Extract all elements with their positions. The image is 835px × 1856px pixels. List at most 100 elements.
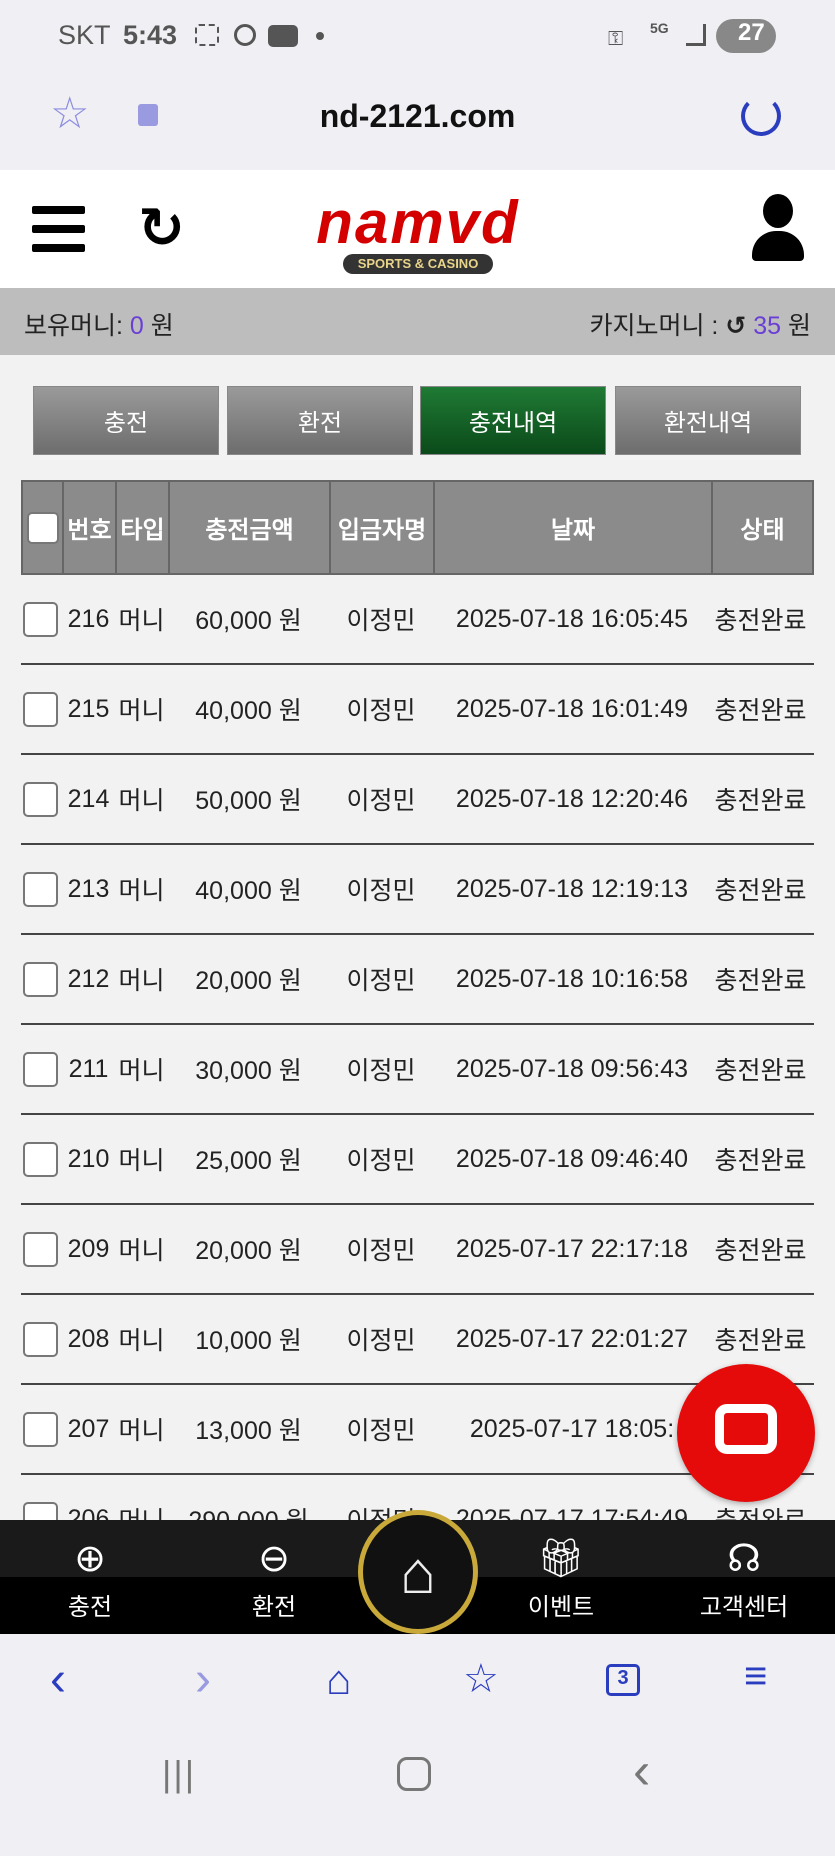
row-amount: 20,000 원 bbox=[195, 967, 302, 995]
back-system-icon[interactable]: ‹ bbox=[633, 1742, 651, 1800]
row-select-cell bbox=[23, 935, 63, 1023]
row-select-cell bbox=[23, 665, 63, 753]
dot-icon bbox=[316, 32, 324, 40]
url-text[interactable]: nd-2121.com bbox=[319, 98, 516, 134]
row-date: 2025-07-18 16:05:45 bbox=[455, 604, 689, 633]
row-no: 207 bbox=[67, 1414, 110, 1443]
row-date: 2025-07-18 12:20:46 bbox=[455, 784, 689, 813]
status-bar: SKT 5:43 ⚿ 5G 27 bbox=[0, 0, 835, 70]
select-all-checkbox[interactable] bbox=[26, 511, 59, 544]
row-date: 2025-07-17 17:54:49 bbox=[455, 1504, 689, 1521]
row-type: 머니 bbox=[118, 787, 165, 815]
row-checkbox[interactable] bbox=[23, 781, 58, 817]
row-depositor: 이정민 bbox=[346, 967, 416, 995]
casino-balance: 카지노머니 : ↺ 35 원 bbox=[589, 306, 811, 342]
nav-event[interactable]: 🎁︎ 이벤트 bbox=[491, 1520, 631, 1634]
header-date: 날짜 bbox=[435, 482, 713, 573]
bookmark-star-icon[interactable]: ☆ bbox=[50, 89, 90, 138]
row-depositor: 이정민 bbox=[346, 1327, 416, 1355]
tab-charge[interactable]: 충전 bbox=[33, 386, 219, 455]
row-checkbox[interactable] bbox=[23, 1321, 58, 1357]
row-amount: 20,000 원 bbox=[195, 1237, 302, 1265]
forward-icon[interactable]: › bbox=[195, 1653, 211, 1706]
row-checkbox[interactable] bbox=[23, 961, 58, 997]
row-checkbox[interactable] bbox=[23, 1141, 58, 1177]
table-header: 번호 타입 충전금액 입금자명 날짜 상태 bbox=[21, 480, 814, 575]
user-profile-icon[interactable] bbox=[752, 194, 804, 264]
alarm-icon bbox=[234, 24, 256, 46]
row-amount: 40,000 원 bbox=[195, 697, 302, 725]
row-amount: 13,000 원 bbox=[195, 1417, 302, 1445]
row-status: 충전완료 bbox=[711, 1475, 810, 1520]
row-status: 충전완료 bbox=[714, 1147, 807, 1175]
casino-refresh-icon[interactable]: ↺ bbox=[725, 312, 747, 340]
home-browser-icon[interactable]: ⌂ bbox=[326, 1656, 352, 1703]
row-checkbox[interactable] bbox=[23, 1051, 58, 1087]
battery-indicator: 27 bbox=[716, 19, 776, 53]
tab-exchange[interactable]: 환전 bbox=[227, 386, 413, 455]
row-type: 머니 bbox=[118, 1057, 165, 1085]
row-checkbox[interactable] bbox=[23, 1411, 58, 1447]
casino-unit: 원 bbox=[787, 312, 811, 340]
nav-exchange[interactable]: ⊖ 환전 bbox=[204, 1520, 344, 1634]
reload-icon[interactable] bbox=[741, 96, 781, 136]
row-checkbox[interactable] bbox=[23, 1231, 58, 1267]
header-type: 타입 bbox=[117, 482, 170, 573]
table-row: 210 머니 25,000 원 이정민 2025-07-18 09:46:40 충전완료 bbox=[21, 1115, 814, 1205]
back-icon[interactable]: ‹ bbox=[50, 1653, 66, 1706]
row-date: 2025-07-17 22:01:27 bbox=[455, 1324, 689, 1353]
row-status: 충전완료 bbox=[714, 1057, 807, 1085]
recents-icon[interactable]: ||| bbox=[162, 1753, 197, 1794]
live-chat-button[interactable] bbox=[677, 1364, 815, 1502]
piggy-minus-icon: ⊖ bbox=[258, 1538, 290, 1580]
row-amount: 30,000 원 bbox=[195, 1057, 302, 1085]
row-select-cell bbox=[23, 1115, 63, 1203]
row-select-cell bbox=[23, 1025, 63, 1113]
home-system-icon[interactable] bbox=[397, 1757, 431, 1791]
row-date: 2025-07-18 09:46:40 bbox=[455, 1144, 689, 1173]
nav-event-label: 이벤트 bbox=[527, 1594, 595, 1621]
row-status: 충전완료 bbox=[714, 697, 807, 725]
table-row: 215 머니 40,000 원 이정민 2025-07-18 16:01:49 충전완료 bbox=[21, 665, 814, 755]
casino-value: 35 bbox=[753, 312, 782, 340]
row-date: 2025-07-17 18:05: bbox=[469, 1414, 675, 1443]
nav-home[interactable]: ⌂ bbox=[358, 1510, 478, 1634]
row-amount: 40,000 원 bbox=[195, 877, 302, 905]
row-no: 209 bbox=[67, 1234, 110, 1263]
tabs-button[interactable]: 3 bbox=[606, 1664, 640, 1696]
row-no: 214 bbox=[67, 784, 110, 813]
money-value: 0 bbox=[129, 312, 144, 340]
row-type: 머니 bbox=[115, 1475, 168, 1520]
bookmarks-icon[interactable]: ☆ bbox=[463, 1657, 499, 1701]
row-status: 충전완료 bbox=[714, 1327, 807, 1355]
menu-browser-icon[interactable]: ≡ bbox=[744, 1654, 768, 1698]
row-select-cell bbox=[23, 845, 63, 933]
logo-subtitle: SPORTS & CASINO bbox=[343, 254, 493, 274]
refresh-icon[interactable]: ↻ bbox=[138, 196, 185, 259]
row-status: 충전완료 bbox=[714, 877, 807, 905]
lock-icon bbox=[138, 104, 158, 126]
tab-charge-history[interactable]: 충전내역 bbox=[420, 386, 606, 455]
row-checkbox[interactable] bbox=[23, 601, 58, 637]
row-checkbox[interactable] bbox=[23, 871, 58, 907]
nav-support[interactable]: ☊ 고객센터 bbox=[674, 1520, 814, 1634]
site-header: ↻ namvd SPORTS & CASINO bbox=[0, 170, 835, 288]
row-select-cell bbox=[23, 1205, 63, 1293]
row-checkbox[interactable] bbox=[23, 1501, 58, 1520]
nav-charge[interactable]: ⊕ 충전 bbox=[20, 1520, 160, 1634]
row-type: 머니 bbox=[118, 967, 165, 995]
row-depositor: 이정민 bbox=[346, 1057, 416, 1085]
table-row: 213 머니 40,000 원 이정민 2025-07-18 12:19:13 충전완료 bbox=[21, 845, 814, 935]
row-type: 머니 bbox=[118, 607, 165, 635]
row-status: 충전완료 bbox=[714, 967, 807, 995]
tab-exchange-history[interactable]: 환전내역 bbox=[615, 386, 801, 455]
row-depositor: 이정민 bbox=[346, 877, 416, 905]
row-no: 206 bbox=[67, 1504, 110, 1521]
row-date: 2025-07-18 10:16:58 bbox=[455, 964, 689, 993]
table-row: 216 머니 60,000 원 이정민 2025-07-18 16:05:45 충전완료 bbox=[21, 575, 814, 665]
site-logo[interactable]: namvd SPORTS & CASINO bbox=[272, 192, 564, 282]
row-checkbox[interactable] bbox=[23, 691, 58, 727]
menu-icon[interactable] bbox=[32, 206, 85, 252]
row-depositor: 이정민 bbox=[346, 1417, 416, 1445]
